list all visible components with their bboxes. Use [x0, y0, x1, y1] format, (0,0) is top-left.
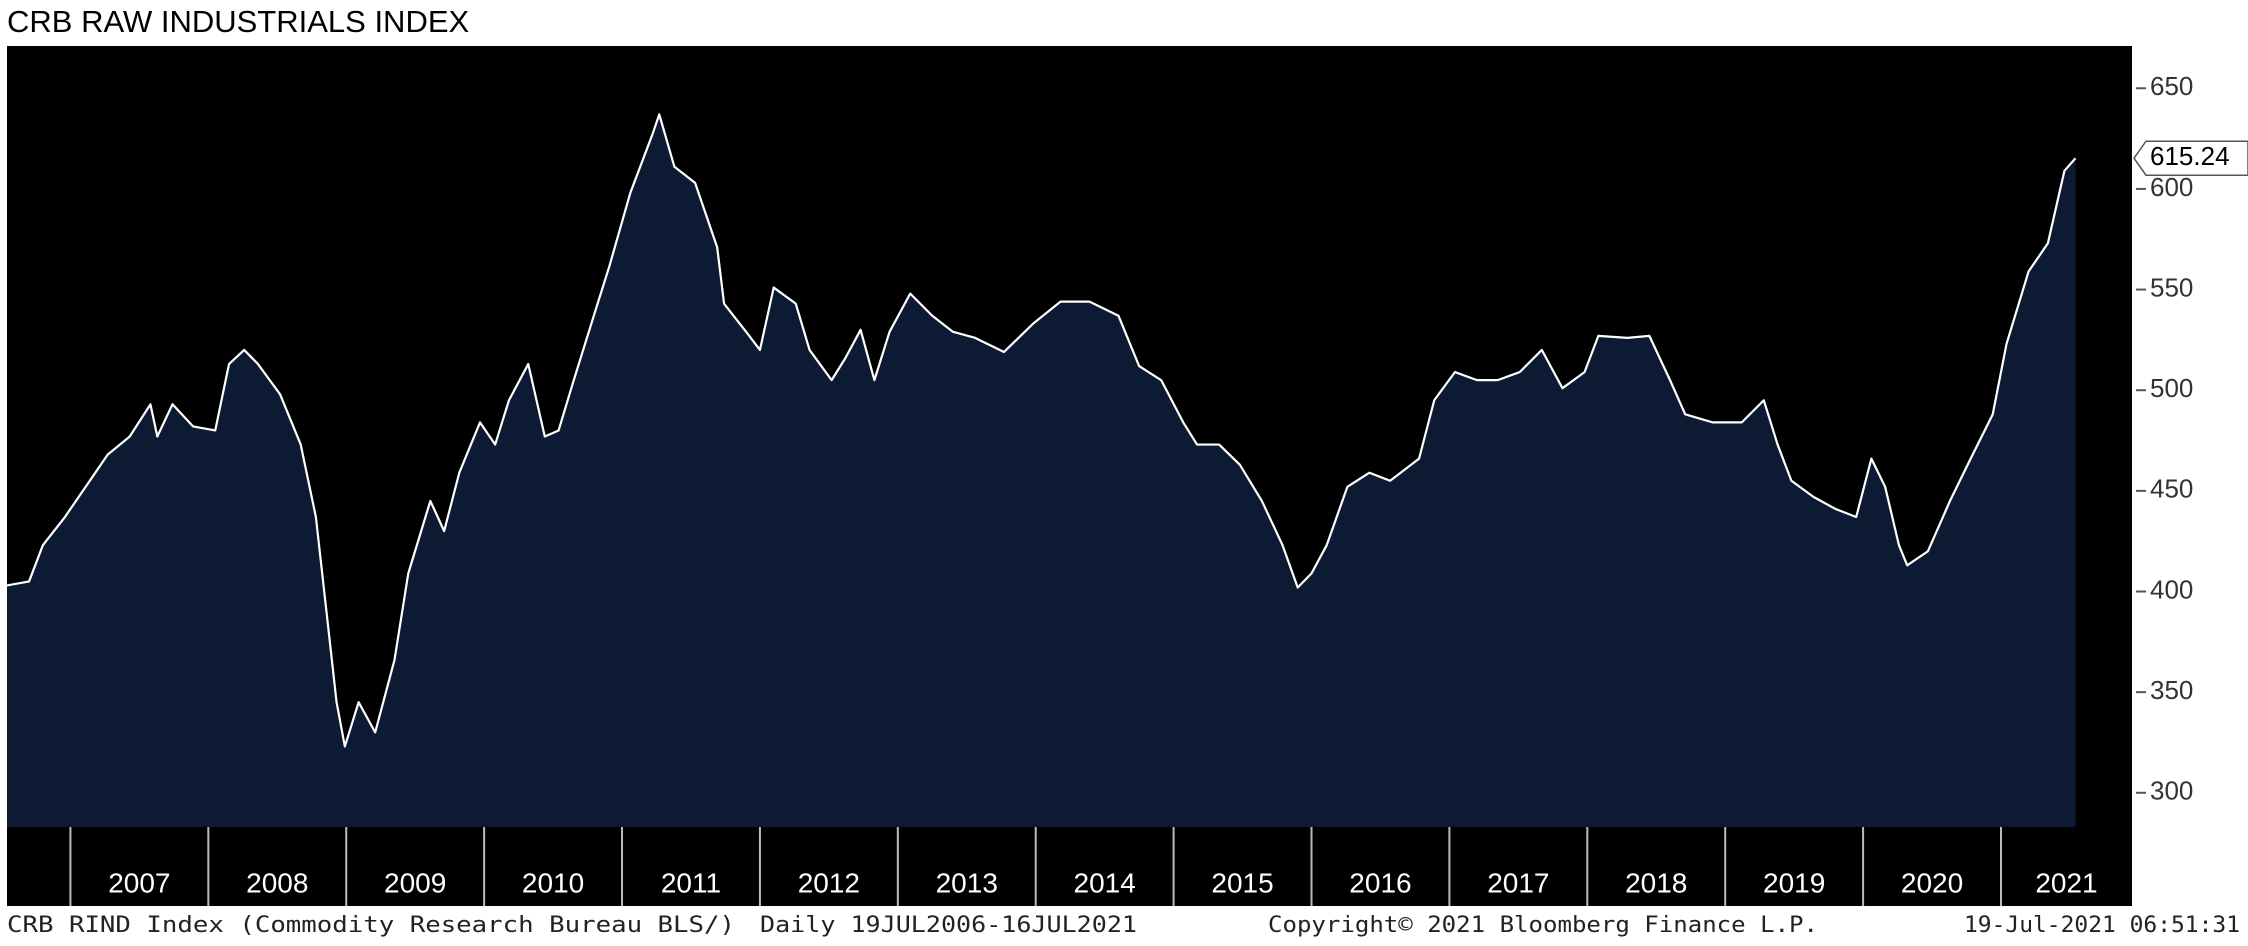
x-tick-label: 2012: [798, 867, 860, 898]
x-tick-label: 2018: [1625, 867, 1687, 898]
x-tick-label: 2017: [1487, 867, 1549, 898]
footer-range: Daily 19JUL2006-16JUL2021: [760, 913, 1137, 938]
y-tick-label: 400: [2150, 574, 2193, 604]
x-tick-label: 2015: [1211, 867, 1273, 898]
x-tick-label: 2019: [1763, 867, 1825, 898]
x-tick-label: 2013: [936, 867, 998, 898]
y-tick-label: 550: [2150, 272, 2193, 302]
x-tick-label: 2011: [661, 867, 721, 898]
last-value-badge: [2133, 140, 2248, 176]
y-tick-label: 500: [2150, 373, 2193, 403]
line: [6, 113, 2077, 748]
x-tick-label: 2021: [2035, 867, 2097, 898]
x-tick-label: 2008: [246, 867, 308, 898]
y-tick-label: 300: [2150, 776, 2193, 806]
y-tick-label: 650: [2150, 71, 2193, 101]
chart-title: CRB RAW INDUSTRIALS INDEX: [7, 4, 470, 39]
footer-timestamp: 19-Jul-2021 06:51:31: [1964, 913, 2240, 938]
y-tick-label: 450: [2150, 474, 2193, 504]
x-tick-label: 2020: [1901, 867, 1963, 898]
footer-copyright: Copyright© 2021 Bloomberg Finance L.P.: [1268, 913, 1818, 938]
y-tick-label: 600: [2150, 172, 2193, 202]
footer-source: CRB RIND Index (Commodity Research Burea…: [7, 913, 735, 938]
x-tick-label: 2009: [384, 867, 446, 898]
y-tick-label: 350: [2150, 675, 2193, 705]
x-tick-label: 2007: [108, 867, 170, 898]
x-tick-label: 2014: [1074, 867, 1136, 898]
area-fill: [7, 114, 2076, 827]
x-tick-label: 2010: [522, 867, 584, 898]
x-tick-label: 2016: [1349, 867, 1411, 898]
last-value-label: 615.24: [2150, 141, 2230, 171]
